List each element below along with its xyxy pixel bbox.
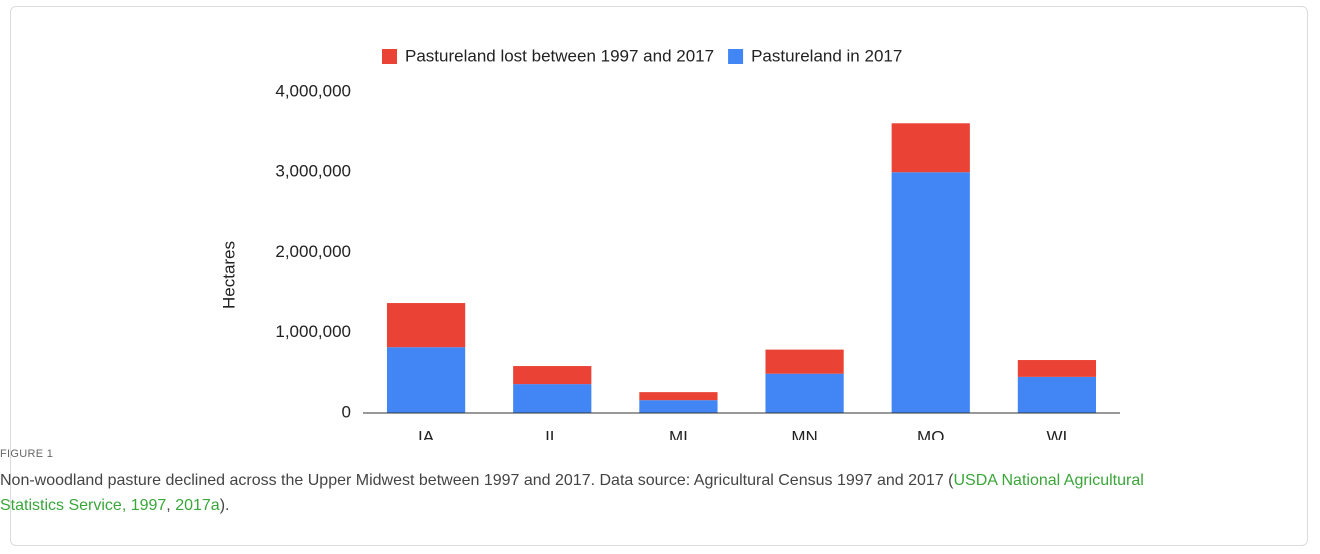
- bar-segment: [639, 400, 718, 413]
- x-tick-label: MO: [917, 427, 944, 440]
- caption: FIGURE 1 Non-woodland pasture declined a…: [0, 448, 1296, 518]
- legend-swatch: [728, 49, 744, 64]
- x-tick-label: MN: [791, 427, 817, 440]
- citation-link[interactable]: 2017a: [175, 497, 220, 514]
- caption-text: Non-woodland pasture declined across the…: [0, 468, 1160, 518]
- bar-segment: [386, 347, 466, 413]
- bar-segment: [765, 349, 844, 374]
- chart: Hectares 0 1,000,000 2,000,000 3,000,000 4,0…: [219, 46, 1120, 440]
- bar-segment: [1017, 360, 1097, 377]
- legend-label: Pastureland in 2017: [751, 46, 902, 65]
- y-tick-label: 1,000,000: [275, 322, 351, 341]
- figure-label: FIGURE 1: [0, 448, 54, 460]
- bar-segment: [639, 392, 718, 401]
- figure-frame: [10, 6, 1308, 546]
- bar-segment: [891, 123, 970, 173]
- bar-segment: [513, 384, 592, 413]
- caption-body: Non-woodland pasture declined across the…: [0, 472, 954, 489]
- bar-segment: [891, 172, 970, 413]
- y-axis-label: Hectares: [219, 241, 238, 309]
- caption-separator: ,: [166, 497, 176, 514]
- y-tick-label: 4,000,000: [275, 81, 351, 100]
- bar-segment: [765, 373, 844, 413]
- x-tick-label: IL: [545, 427, 559, 440]
- y-tick-label: 3,000,000: [275, 162, 351, 181]
- y-tick-label: 2,000,000: [275, 242, 351, 261]
- x-tick-label: IA: [418, 427, 435, 440]
- bar-segment: [386, 303, 466, 348]
- legend-label: Pastureland lost between 1997 and 2017: [405, 46, 714, 65]
- y-tick-label: 0: [342, 402, 351, 421]
- x-tick-label: MI: [669, 427, 688, 440]
- caption-end: ).: [219, 497, 230, 514]
- legend-swatch: [382, 49, 397, 64]
- bar-segment: [1017, 376, 1097, 413]
- citation-link[interactable]: USDA National Agricultural Statistics Se…: [0, 472, 1144, 514]
- x-tick-label: WI: [1047, 427, 1068, 440]
- bar-segment: [513, 366, 592, 385]
